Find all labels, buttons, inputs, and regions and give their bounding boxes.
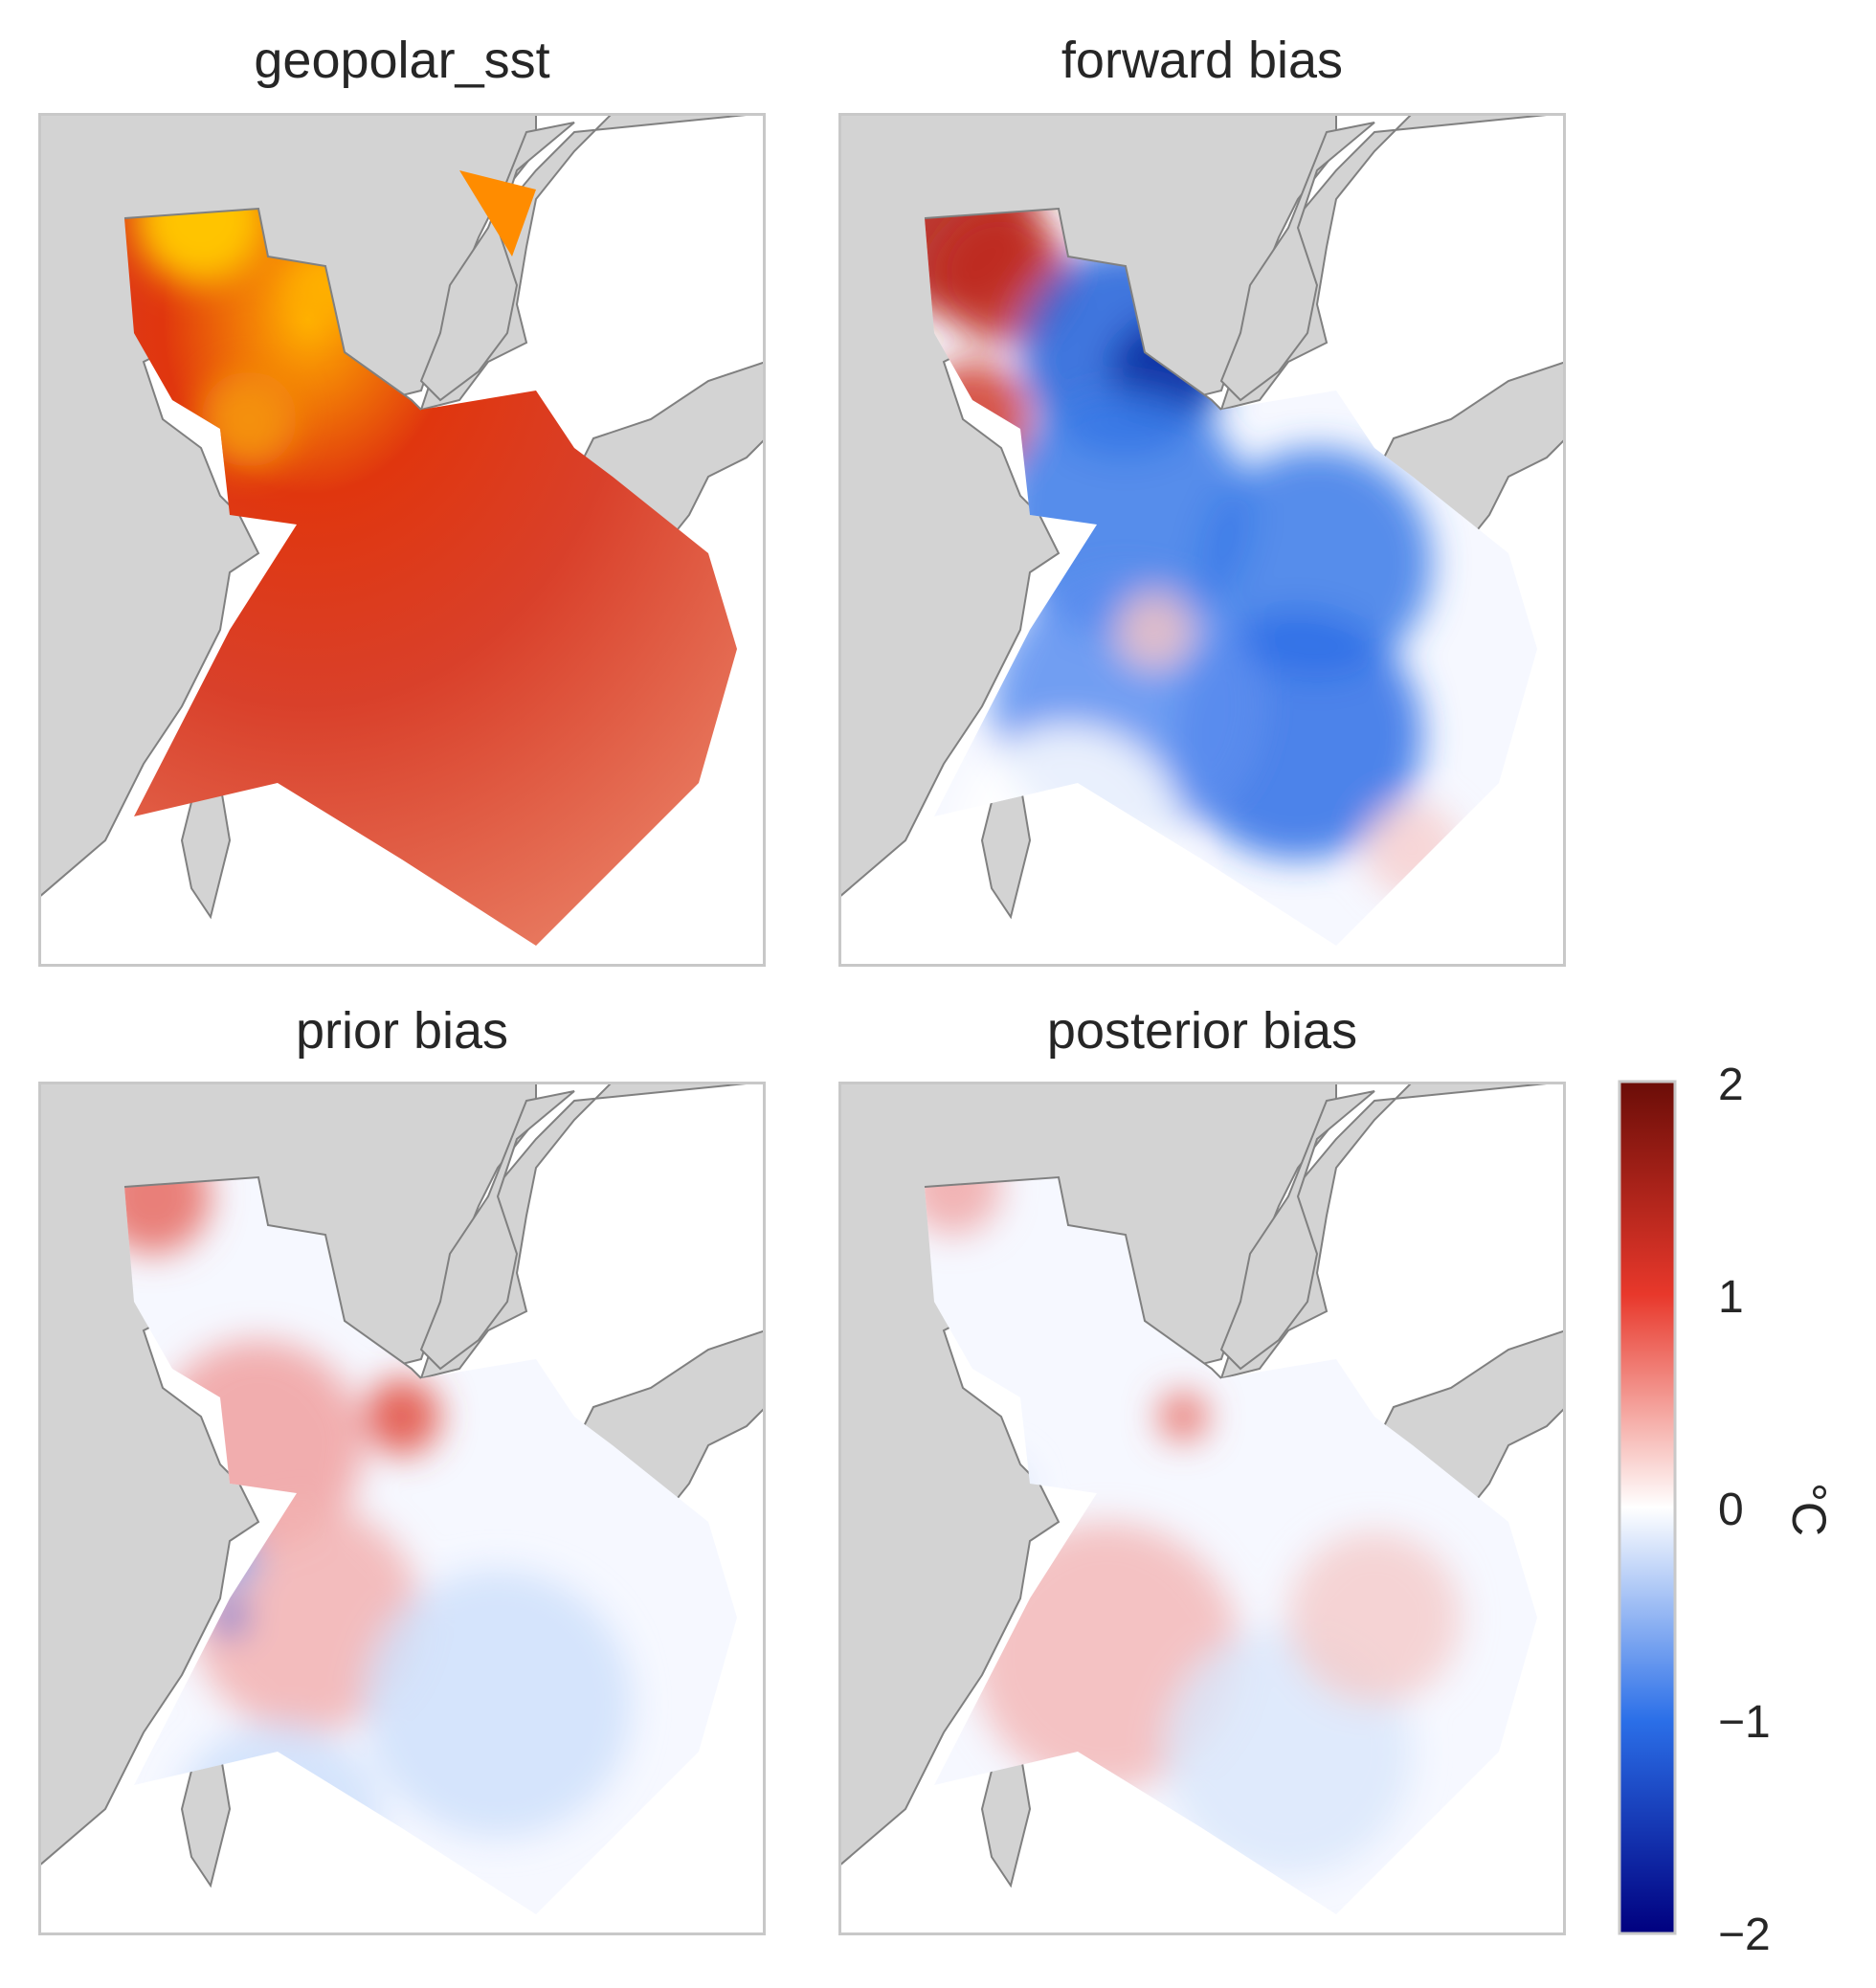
colorbar-unit-label: °C <box>1782 1482 1836 1537</box>
panel-title-prior: prior bias <box>295 1002 509 1060</box>
land-korea-body <box>1219 122 1375 402</box>
land-korea <box>1219 1082 1566 1380</box>
panel-title-forward: forward bias <box>1061 32 1344 89</box>
map-panel-prior <box>38 1082 766 1935</box>
colorbar-tick-1: 1 <box>1718 1272 1744 1323</box>
map-panel-geopolar <box>38 113 766 967</box>
land-korea <box>419 113 766 412</box>
colorbar <box>1618 1080 1677 1935</box>
colorbar-tick-minus2: −2 <box>1718 1910 1771 1960</box>
colorbar-tick-2: 2 <box>1718 1060 1744 1110</box>
land-korea <box>419 1082 766 1380</box>
land-korea <box>1219 113 1566 412</box>
map-panel-forward <box>838 113 1566 967</box>
panel-title-posterior: posterior bias <box>1046 1002 1358 1060</box>
colorbar-gradient <box>1618 1080 1677 1935</box>
colorbar-tick-0: 0 <box>1718 1485 1744 1535</box>
map-panel-posterior <box>838 1082 1566 1935</box>
panel-title-geopolar: geopolar_sst <box>254 32 550 89</box>
sst-patch-ne <box>459 170 536 257</box>
land-korea-body <box>1219 1090 1375 1371</box>
land-korea-body <box>419 1090 575 1371</box>
colorbar-tick-minus1: −1 <box>1718 1697 1771 1748</box>
land-korea-body <box>419 122 575 402</box>
